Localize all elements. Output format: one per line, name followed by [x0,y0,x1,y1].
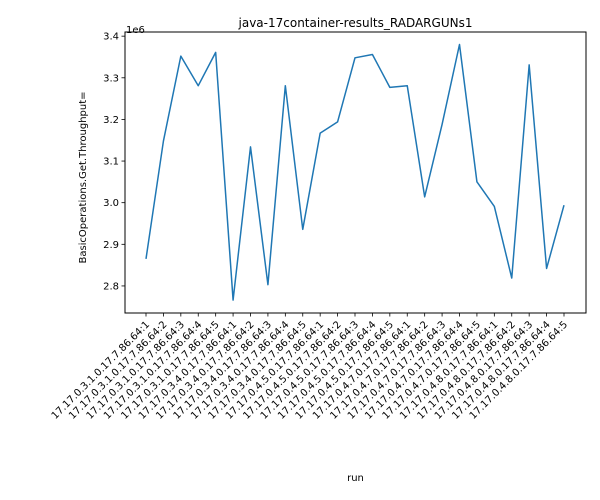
y-tick-label: 3.2 [103,115,119,126]
y-tick-label: 3.0 [103,198,119,209]
x-axis-title: run [347,473,364,484]
y-tick-label: 2.9 [103,240,119,251]
y-multiplier-label: 1e6 [126,25,145,36]
series-layer [145,43,565,301]
y-axis: 2.8 2.9 3.0 3.1 3.2 3.3 3.4 [103,32,125,292]
y-tick-label: 3.3 [103,73,119,84]
x-axis: 17.17.0.3.1.0.17.7.86.64:117.17.0.3.1.0.… [50,313,570,422]
chart-title: java-17container-results_RADARGUNs1 [238,16,473,30]
y-axis-title: BasicOperations.Get.Throughput= [78,91,89,263]
y-tick-label: 2.8 [103,281,119,292]
plot-frame [124,31,587,314]
series-line [145,43,565,301]
y-tick-label: 3.1 [103,157,119,168]
y-tick-label: 3.4 [103,32,119,43]
